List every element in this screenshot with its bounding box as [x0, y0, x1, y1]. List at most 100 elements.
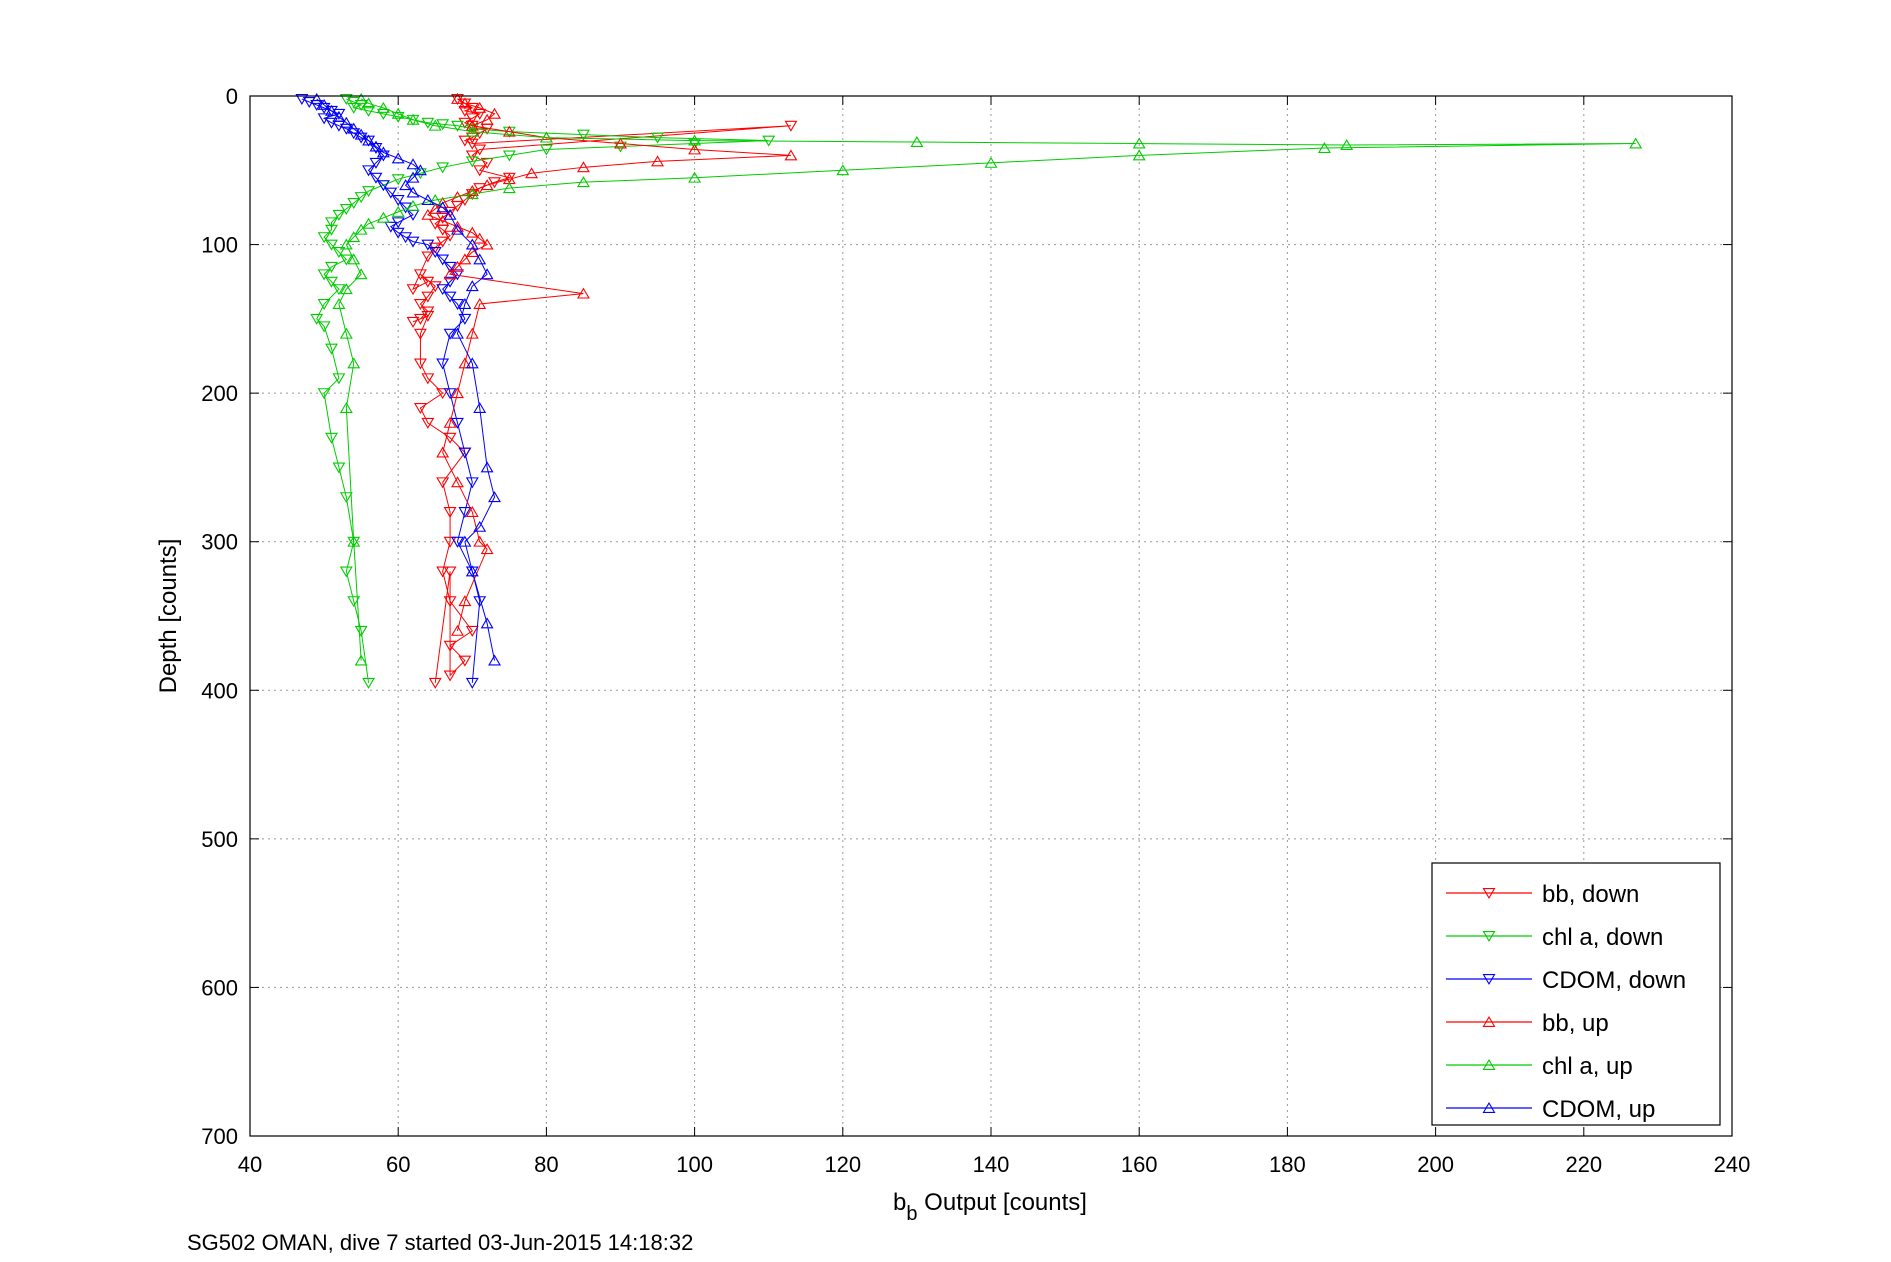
series-line	[338, 98, 1636, 661]
data-point	[369, 172, 383, 184]
data-point	[369, 157, 383, 169]
legend-swatch-marker	[1482, 1101, 1496, 1113]
data-point	[369, 140, 383, 152]
data-point	[354, 92, 368, 104]
y-tick-label: 0	[226, 84, 238, 109]
data-point	[332, 297, 346, 309]
series-5	[310, 92, 501, 666]
data-point	[421, 239, 435, 251]
legend-entry-label: CDOM, up	[1542, 1096, 1655, 1123]
data-point	[458, 357, 472, 369]
data-point	[362, 677, 376, 689]
data-point	[576, 161, 590, 173]
data-point	[465, 119, 479, 131]
data-point	[406, 316, 420, 328]
data-point	[436, 162, 450, 174]
legend-swatch-marker	[1482, 1015, 1496, 1027]
data-point	[465, 138, 479, 150]
data-point	[784, 149, 798, 161]
y-tick-label: 300	[201, 530, 238, 555]
data-point	[688, 138, 702, 150]
data-point	[443, 208, 457, 220]
data-point	[910, 136, 924, 148]
x-tick-label: 200	[1417, 1152, 1454, 1177]
data-point	[473, 401, 487, 413]
data-point	[465, 245, 479, 257]
data-point	[576, 287, 590, 299]
data-point	[406, 284, 420, 296]
data-point	[443, 291, 457, 303]
data-point	[317, 388, 331, 400]
data-point	[376, 211, 390, 223]
data-point	[458, 447, 472, 459]
data-point	[391, 107, 405, 119]
x-tick-label: 220	[1565, 1152, 1602, 1177]
data-point	[436, 214, 450, 226]
y-tick-label: 700	[201, 1124, 238, 1149]
data-point	[614, 141, 627, 153]
data-point	[451, 220, 464, 232]
data-point	[480, 268, 494, 280]
data-point	[436, 477, 450, 489]
data-point	[347, 253, 361, 265]
data-point	[339, 327, 353, 339]
data-point	[443, 268, 457, 280]
data-point	[339, 401, 353, 413]
data-point	[436, 358, 450, 370]
data-point	[376, 146, 390, 158]
data-point	[347, 231, 361, 243]
data-point	[465, 123, 479, 135]
data-point	[443, 276, 457, 288]
x-tick-label: 40	[238, 1152, 262, 1177]
data-point	[480, 617, 494, 629]
data-point	[539, 131, 553, 143]
data-point	[465, 238, 479, 250]
x-tick-label: 60	[386, 1152, 410, 1177]
axis-ticks: 40 60 80 100 120 140 160 180 200 220 240 0 100 200 300…	[201, 84, 1750, 1177]
data-point	[362, 105, 376, 117]
data-point	[688, 134, 702, 146]
data-point	[354, 223, 368, 235]
legend-swatch-marker	[1482, 888, 1496, 900]
x-axis-label-subscript: b	[906, 1203, 917, 1225]
x-axis-label: bb Output [counts]	[893, 1189, 1087, 1225]
data-point	[310, 313, 324, 325]
data-point	[488, 654, 501, 666]
data-point	[443, 261, 457, 273]
data-point	[325, 104, 338, 116]
data-point	[651, 155, 665, 167]
data-point	[376, 150, 390, 162]
data-point	[525, 167, 539, 179]
series-4	[332, 92, 1643, 666]
legend: bb, down chl a, down CDOM, down bb, up chl a…	[1431, 862, 1721, 1126]
data-point	[473, 101, 487, 113]
x-tick-label: 140	[973, 1152, 1010, 1177]
data-point	[451, 299, 464, 311]
data-point	[473, 253, 487, 265]
data-point	[473, 535, 487, 547]
data-point	[347, 357, 361, 369]
data-point	[480, 157, 494, 169]
data-point	[651, 132, 665, 144]
data-point	[332, 247, 346, 259]
data-point	[436, 119, 450, 131]
data-point	[465, 188, 479, 200]
data-point	[1132, 137, 1146, 149]
data-point	[458, 297, 472, 309]
data-point	[339, 283, 353, 295]
data-point	[443, 536, 457, 548]
data-point	[354, 192, 368, 204]
y-tick-label: 200	[201, 381, 238, 406]
data-point	[384, 187, 398, 199]
y-tick-label: 400	[201, 678, 238, 703]
data-point	[465, 327, 479, 339]
data-point	[332, 373, 346, 385]
data-point	[443, 596, 457, 608]
legend-entry-label: chl a, down	[1542, 924, 1663, 951]
data-point	[465, 150, 479, 162]
legend-swatch-marker	[1482, 974, 1496, 986]
data-point	[347, 122, 361, 134]
data-point	[443, 432, 457, 444]
data-point	[443, 670, 457, 682]
data-point	[436, 566, 450, 578]
